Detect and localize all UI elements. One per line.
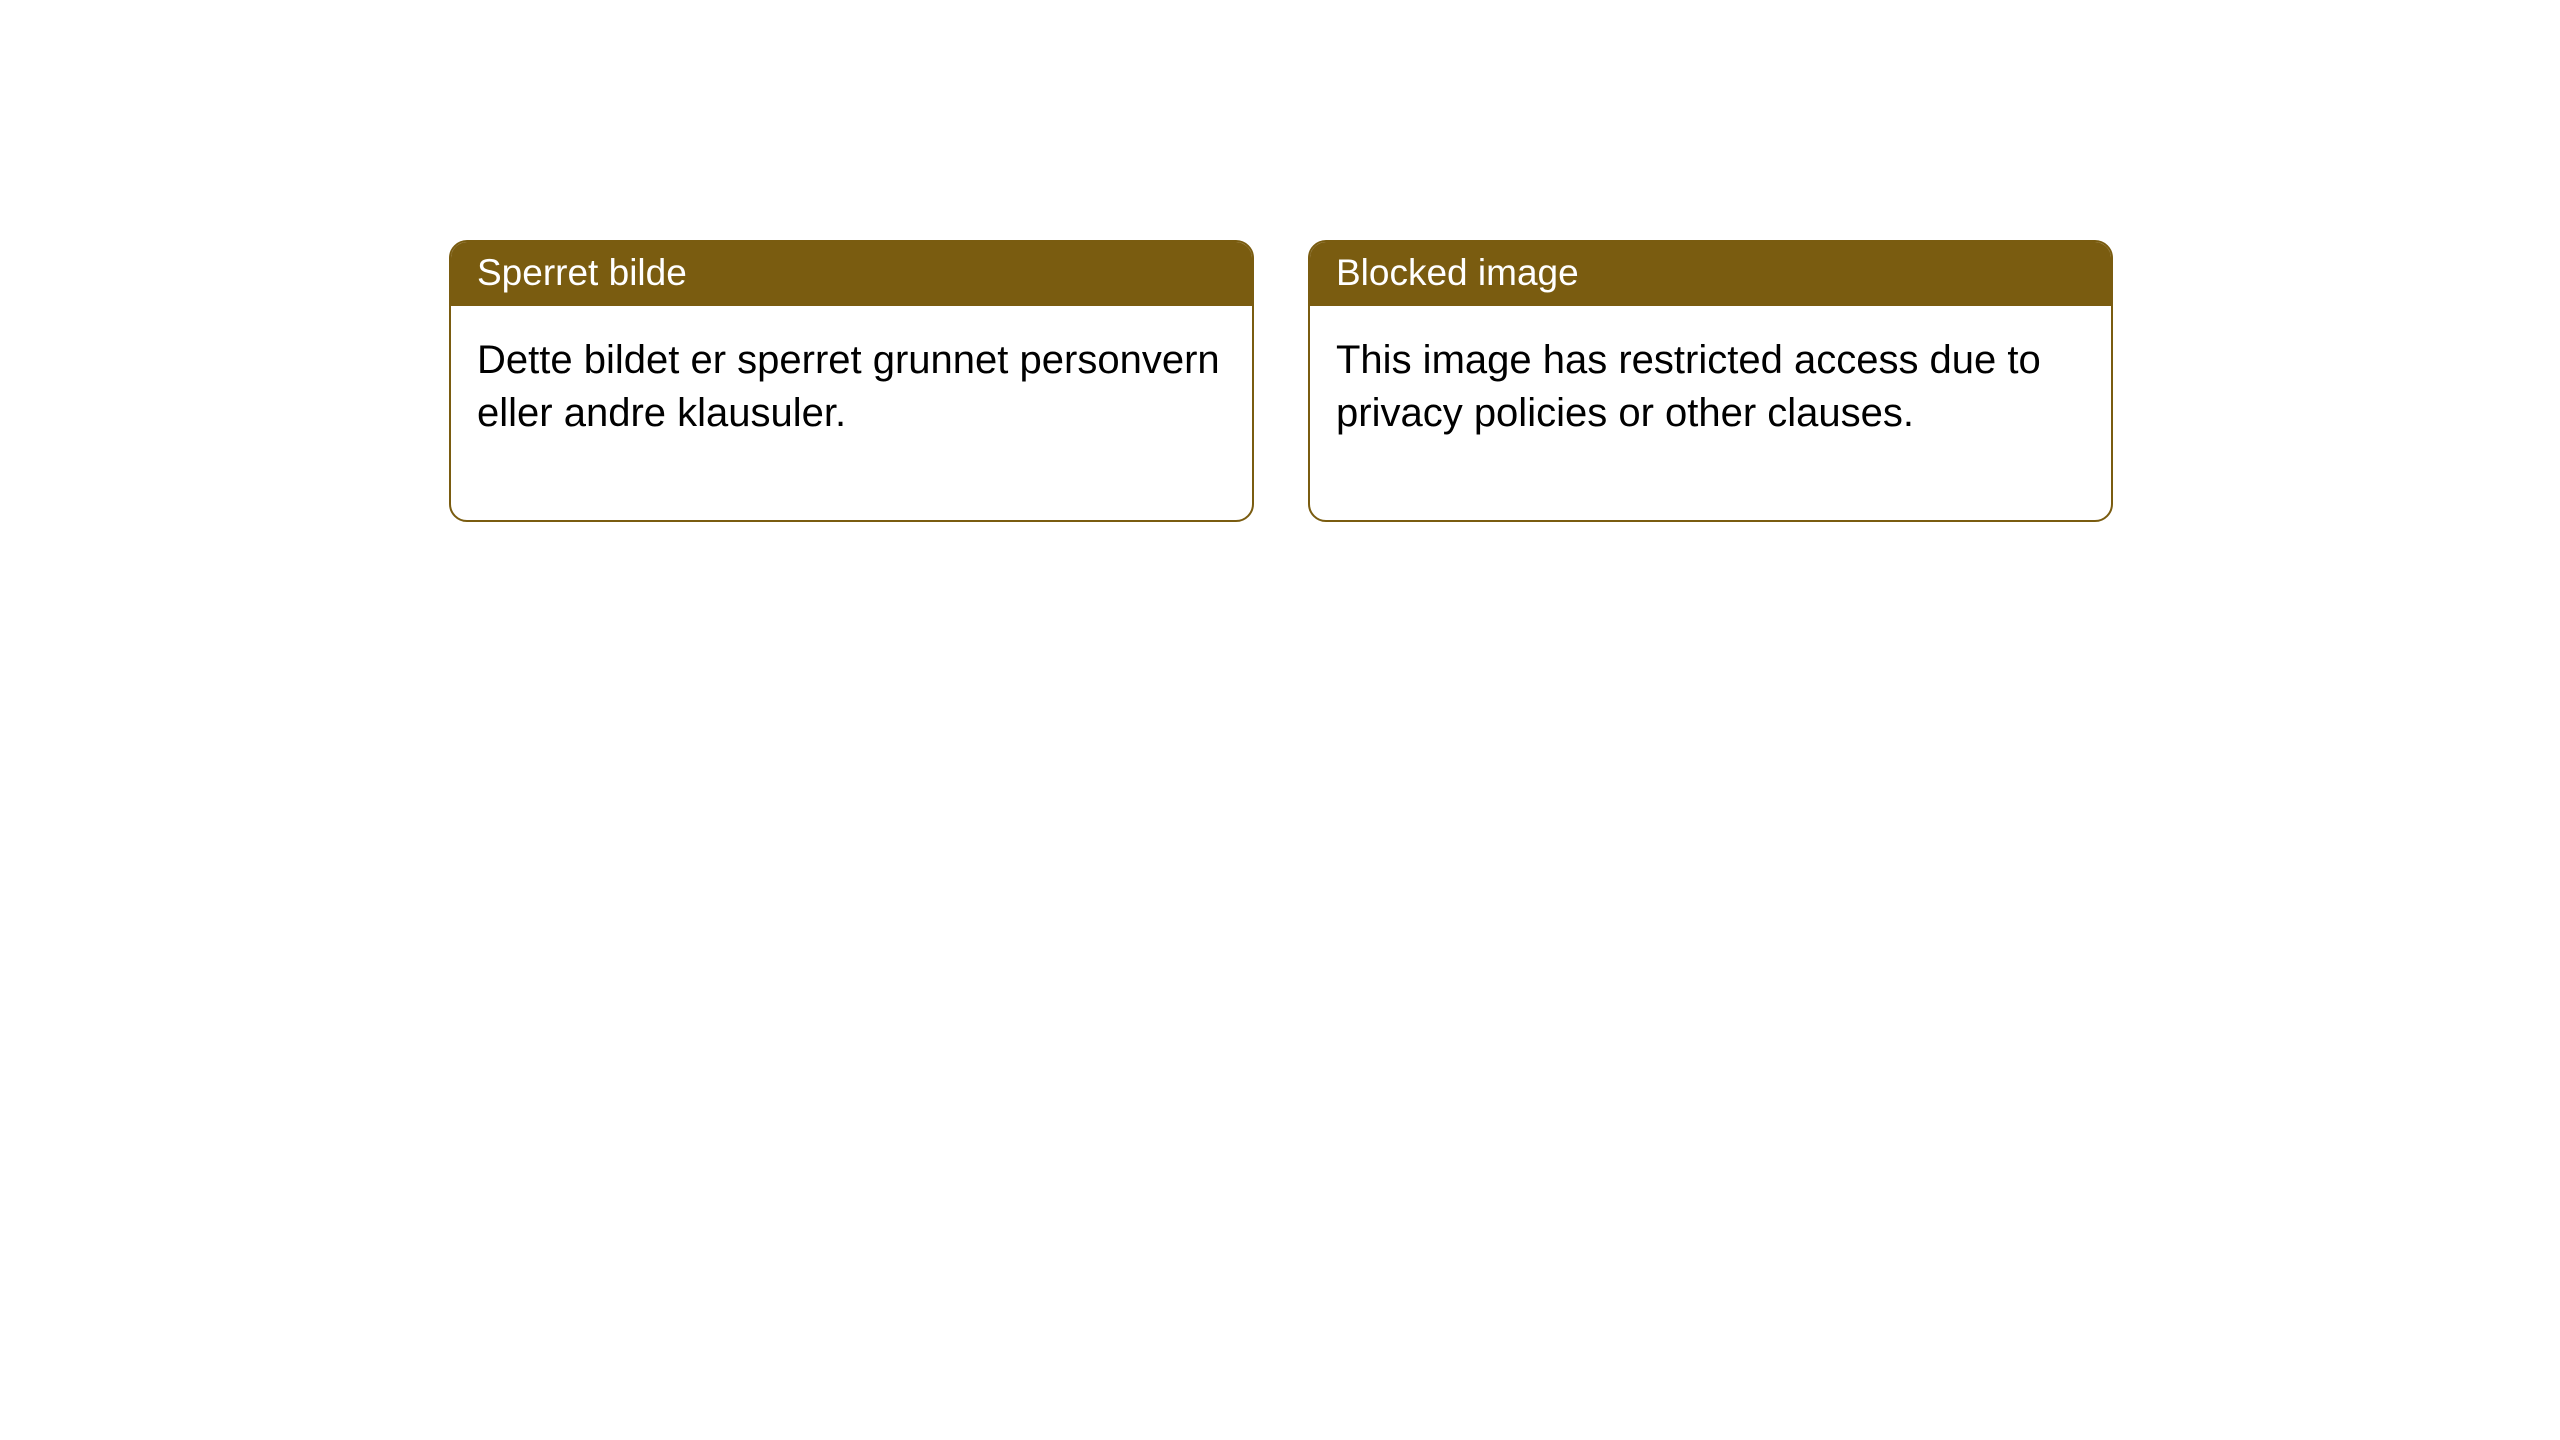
notice-card-english: Blocked image This image has restricted …: [1308, 240, 2113, 522]
notice-header: Sperret bilde: [451, 242, 1252, 306]
notice-title: Blocked image: [1336, 252, 1579, 293]
notice-body: This image has restricted access due to …: [1310, 306, 2111, 520]
notice-body: Dette bildet er sperret grunnet personve…: [451, 306, 1252, 520]
notice-title: Sperret bilde: [477, 252, 687, 293]
notice-card-norwegian: Sperret bilde Dette bildet er sperret gr…: [449, 240, 1254, 522]
notice-cards-container: Sperret bilde Dette bildet er sperret gr…: [449, 240, 2113, 522]
notice-body-text: Dette bildet er sperret grunnet personve…: [477, 338, 1220, 435]
notice-body-text: This image has restricted access due to …: [1336, 338, 2041, 435]
notice-header: Blocked image: [1310, 242, 2111, 306]
